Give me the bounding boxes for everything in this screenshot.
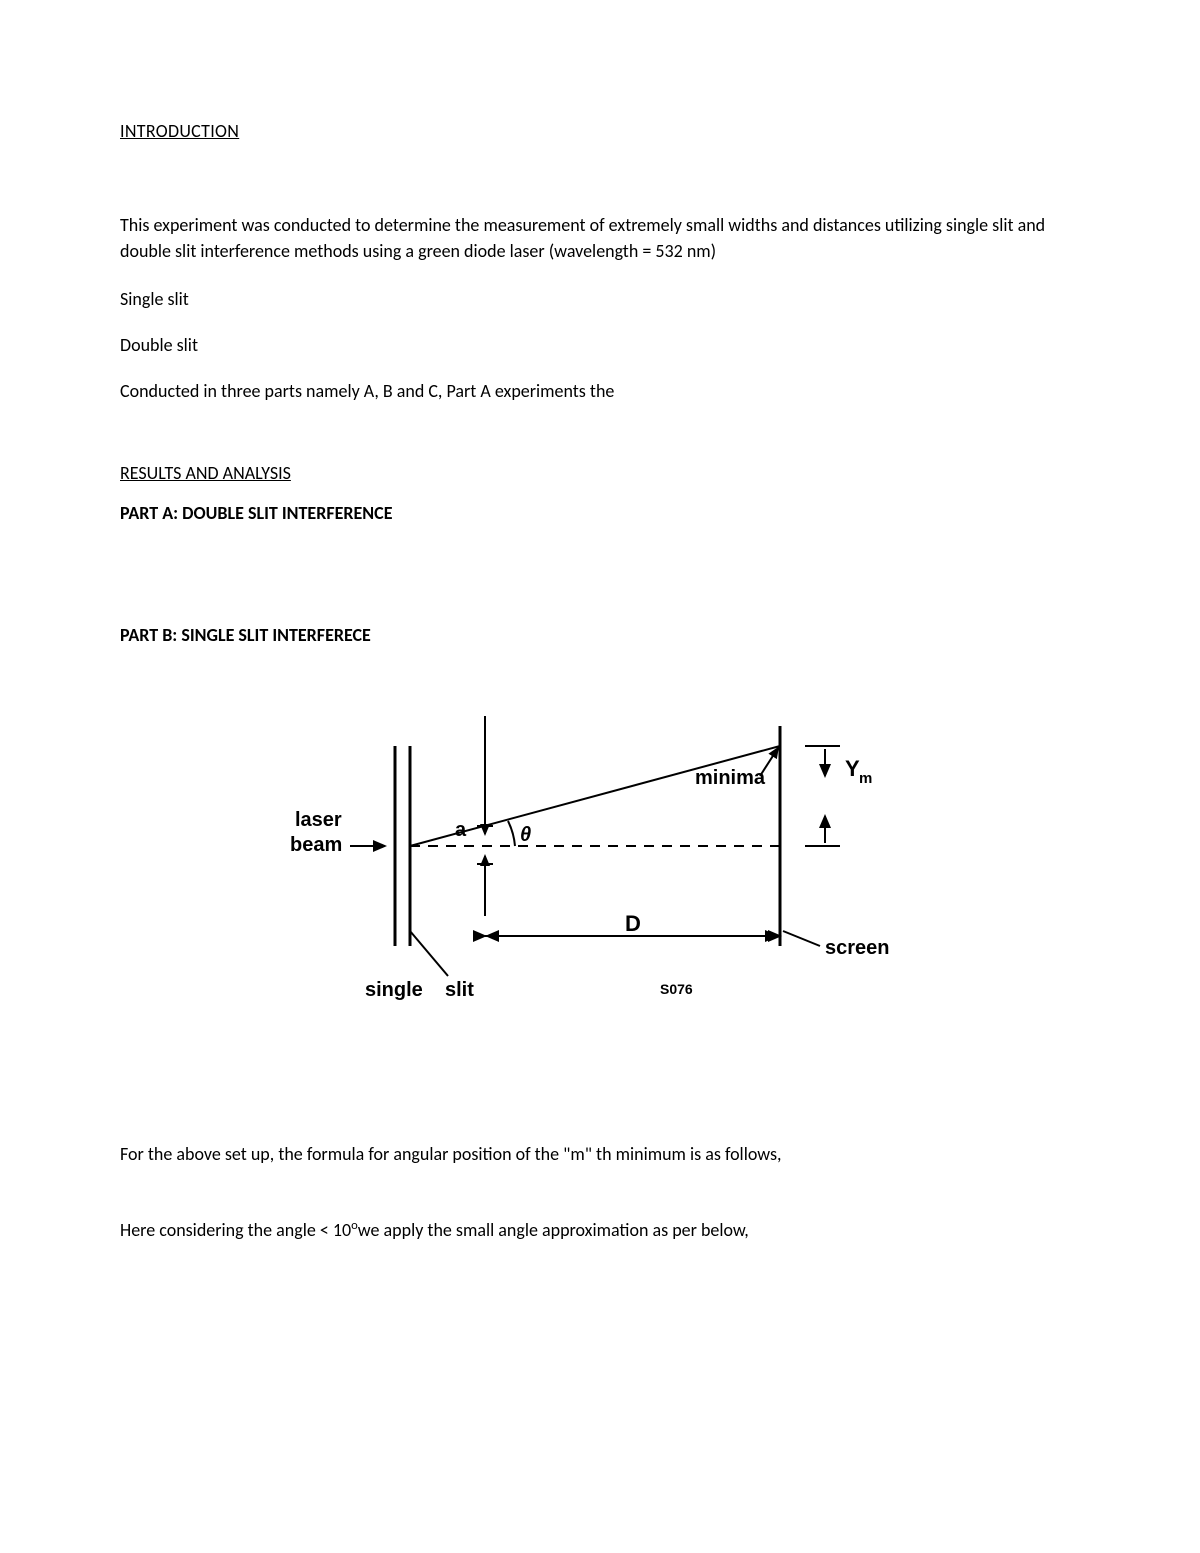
document-page: INTRODUCTION This experiment was conduct… (0, 0, 1200, 1553)
d-label: D (625, 911, 641, 936)
angle-text-post: we apply the small angle approximation a… (358, 1219, 749, 1241)
degree-symbol: o (351, 1218, 358, 1233)
intro-paragraph: This experiment was conducted to determi… (120, 212, 1080, 264)
angle-paragraph: Here considering the angle < 10owe apply… (120, 1217, 1080, 1243)
ym-m-label: m (859, 770, 872, 787)
slit-label: slit (445, 979, 474, 1001)
diagram-code: S076 (660, 981, 693, 997)
conducted-paragraph: Conducted in three parts namely A, B and… (120, 380, 1080, 402)
screen-label: screen (825, 937, 890, 959)
ym-y-label: Y (845, 756, 860, 781)
theta-label: θ (520, 824, 531, 846)
single-slit-diagram: laser beam single slit a (280, 676, 920, 1021)
part-a-heading: PART A: DOUBLE SLIT INTERFERENCE (120, 502, 1080, 524)
formula-paragraph: For the above set up, the formula for an… (120, 1141, 1080, 1167)
part-b-heading: PART B: SINGLE SLIT INTERFERECE (120, 624, 1080, 646)
angle-text-pre: Here considering the angle < 10 (120, 1219, 351, 1241)
introduction-heading: INTRODUCTION (120, 120, 1080, 142)
beam-label: beam (290, 834, 342, 856)
single-label: single (365, 979, 423, 1001)
laser-label: laser (295, 809, 342, 831)
minima-label: minima (695, 767, 766, 789)
double-slit-label: Double slit (120, 334, 1080, 356)
a-label: a (455, 819, 467, 841)
single-slit-label: Single slit (120, 288, 1080, 310)
results-heading: RESULTS AND ANALYSIS (120, 462, 1080, 484)
